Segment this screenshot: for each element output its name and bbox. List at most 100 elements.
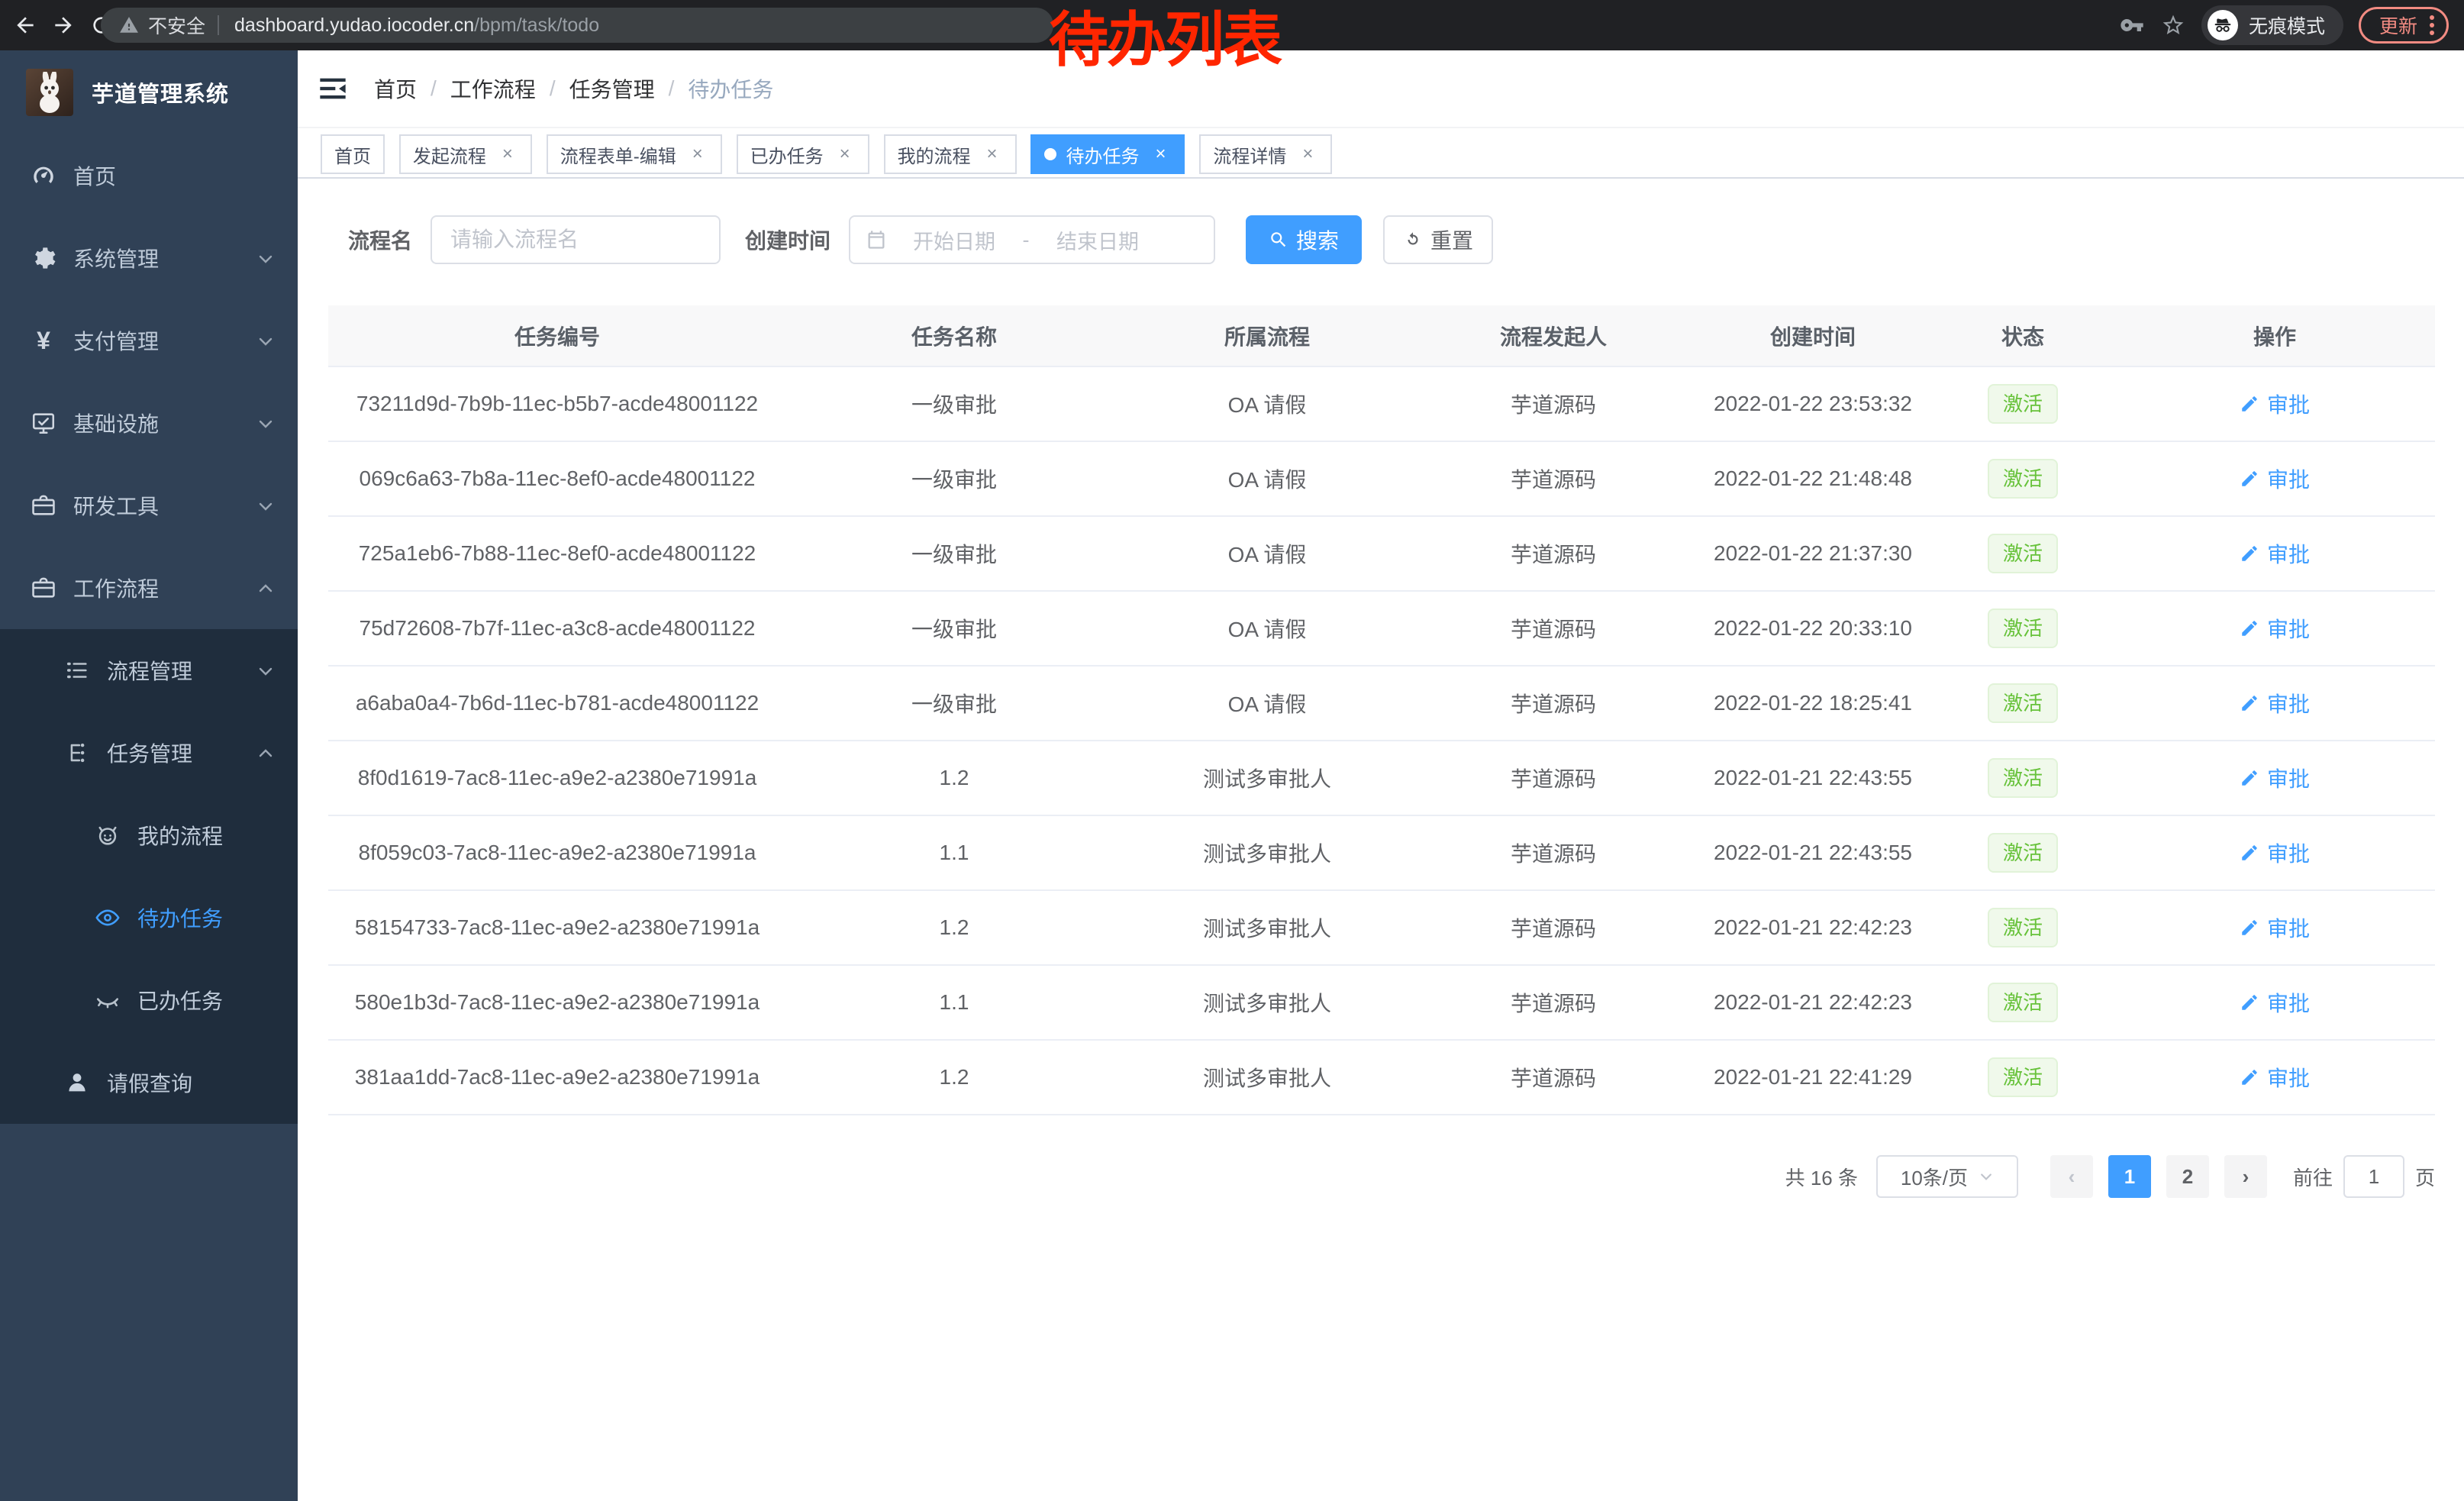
- col-process: 所属流程: [1122, 305, 1412, 367]
- page-button-1[interactable]: 1: [2108, 1155, 2151, 1198]
- cell-starter: 芋道源码: [1412, 666, 1695, 741]
- sidebar-item-label: 流程管理: [107, 660, 193, 683]
- chevron-down-icon: [1981, 1173, 1992, 1180]
- sidebar-item-my-process[interactable]: 我的流程: [0, 794, 298, 876]
- logo-row[interactable]: 芋道管理系统: [0, 50, 298, 134]
- sidebar-item-done-tasks[interactable]: 已办任务: [0, 959, 298, 1041]
- eye-icon: [95, 905, 121, 931]
- cell-created: 2022-01-22 20:33:10: [1695, 591, 1931, 667]
- approve-link[interactable]: 审批: [2240, 912, 2310, 943]
- breadcrumb-task-mgmt[interactable]: 任务管理: [569, 78, 655, 102]
- update-button[interactable]: 更新: [2358, 7, 2449, 44]
- tags-view-bar: 首页 发起流程 × 流程表单-编辑 × 已办任务 × 我的流程 × 待办任务 × 流程详情…: [298, 127, 2464, 179]
- table-row: 8f0d1619-7ac8-11ec-a9e2-a2380e71991a 1.2…: [328, 741, 2435, 816]
- cell-created: 2022-01-22 18:25:41: [1695, 666, 1931, 741]
- date-range-picker[interactable]: 开始日期 - 结束日期: [849, 215, 1216, 264]
- sidebar-item-dev-tools[interactable]: 研发工具: [0, 464, 298, 547]
- incognito-label: 无痕模式: [2248, 16, 2325, 37]
- warning-icon: [119, 15, 139, 35]
- col-created: 创建时间: [1695, 305, 1931, 367]
- table-row: 8f059c03-7ac8-11ec-a9e2-a2380e71991a 1.1…: [328, 815, 2435, 891]
- back-icon[interactable]: [12, 12, 38, 38]
- page-button-2[interactable]: 2: [2166, 1155, 2209, 1198]
- search-button[interactable]: 搜索: [1246, 215, 1363, 264]
- sidebar-item-system[interactable]: 系统管理: [0, 217, 298, 299]
- table-header-row: 任务编号 任务名称 所属流程 流程发起人 创建时间 状态 操作: [328, 305, 2435, 367]
- url-path: /bpm/task/todo: [474, 14, 600, 36]
- refresh-icon: [1408, 232, 1418, 245]
- cell-process: OA 请假: [1122, 591, 1412, 667]
- tab-home[interactable]: 首页: [321, 134, 385, 174]
- sidebar-collapse-icon[interactable]: [318, 73, 348, 104]
- next-page-button[interactable]: ›: [2224, 1155, 2267, 1198]
- cell-task-id: 725a1eb6-7b88-11ec-8ef0-acde48001122: [328, 516, 786, 592]
- process-name-input[interactable]: [431, 215, 721, 264]
- sidebar-item-infrastructure[interactable]: 基础设施: [0, 382, 298, 464]
- cell-task-id: 58154733-7ac8-11ec-a9e2-a2380e71991a: [328, 890, 786, 966]
- approve-link[interactable]: 审批: [2240, 389, 2310, 419]
- status-badge: 激活: [1987, 534, 2058, 573]
- key-icon[interactable]: [2119, 12, 2145, 38]
- prev-page-button[interactable]: ‹: [2050, 1155, 2093, 1198]
- close-icon[interactable]: ×: [1302, 144, 1314, 164]
- edit-icon: [2242, 696, 2257, 711]
- more-menu-icon[interactable]: [2430, 15, 2434, 35]
- goto-page-input[interactable]: [2343, 1155, 2404, 1198]
- calendar-icon: [868, 231, 885, 249]
- approve-link[interactable]: 审批: [2240, 1062, 2310, 1093]
- tab-start-process[interactable]: 发起流程 ×: [398, 134, 532, 174]
- approve-link[interactable]: 审批: [2240, 688, 2310, 718]
- sidebar-item-payment[interactable]: ¥ 支付管理: [0, 299, 298, 382]
- start-date-placeholder: 开始日期: [913, 230, 996, 253]
- approve-link[interactable]: 审批: [2240, 463, 2310, 494]
- page-size-select[interactable]: 10条/页: [1875, 1155, 2018, 1198]
- sidebar-item-home[interactable]: 首页: [0, 134, 298, 217]
- close-icon[interactable]: ×: [1155, 144, 1166, 164]
- sidebar-item-leave-query[interactable]: 请假查询: [0, 1041, 298, 1124]
- close-icon[interactable]: ×: [502, 144, 513, 164]
- sidebar-item-process-mgmt[interactable]: 流程管理: [0, 629, 298, 712]
- active-dot: [1044, 148, 1057, 160]
- close-icon[interactable]: ×: [692, 144, 703, 164]
- sidebar-item-label: 首页: [73, 165, 117, 189]
- sidebar-item-workflow[interactable]: 工作流程: [0, 547, 298, 629]
- close-icon[interactable]: ×: [839, 144, 850, 164]
- approve-link[interactable]: 审批: [2240, 838, 2310, 868]
- forward-icon[interactable]: [50, 12, 76, 38]
- cell-process: OA 请假: [1122, 366, 1412, 442]
- sidebar-item-task-mgmt[interactable]: 任务管理: [0, 712, 298, 794]
- close-icon[interactable]: ×: [986, 144, 998, 164]
- approve-link[interactable]: 审批: [2240, 987, 2310, 1018]
- tab-todo-tasks[interactable]: 待办任务 ×: [1030, 134, 1185, 174]
- table-row: 73211d9d-7b9b-11ec-b5b7-acde48001122 一级审…: [328, 366, 2435, 442]
- url-bar[interactable]: 不安全 dashboard.yudao.iocoder.cn/bpm/task/…: [101, 8, 1053, 43]
- breadcrumb-current: 待办任务: [688, 78, 774, 102]
- tab-my-process[interactable]: 我的流程 ×: [883, 134, 1017, 174]
- approve-link[interactable]: 审批: [2240, 613, 2310, 644]
- edit-icon: [2242, 995, 2257, 1010]
- tab-process-detail[interactable]: 流程详情 ×: [1199, 134, 1333, 174]
- search-icon: [1271, 232, 1286, 247]
- content: 流程名 创建时间 开始日期 - 结束日期 搜索 重: [298, 179, 2464, 1198]
- cell-created: 2022-01-21 22:43:55: [1695, 815, 1931, 891]
- breadcrumb-home[interactable]: 首页: [374, 78, 418, 102]
- cell-starter: 芋道源码: [1412, 441, 1695, 517]
- tab-form-edit[interactable]: 流程表单-编辑 ×: [546, 134, 722, 174]
- status-badge: 激活: [1987, 1057, 2058, 1097]
- edit-icon: [2242, 1070, 2257, 1085]
- url-separator: [218, 15, 220, 35]
- approve-link[interactable]: 审批: [2240, 538, 2310, 569]
- col-status: 状态: [1931, 305, 2114, 367]
- edit-icon: [2242, 621, 2257, 636]
- sidebar-item-todo-tasks[interactable]: 待办任务: [0, 876, 298, 959]
- edit-icon: [2242, 471, 2257, 486]
- cell-created: 2022-01-21 22:43:55: [1695, 741, 1931, 816]
- status-badge: 激活: [1987, 459, 2058, 499]
- tab-done-tasks[interactable]: 已办任务 ×: [736, 134, 869, 174]
- cell-starter: 芋道源码: [1412, 1040, 1695, 1115]
- breadcrumb-workflow[interactable]: 工作流程: [450, 78, 536, 102]
- reset-button[interactable]: 重置: [1383, 215, 1494, 264]
- status-badge: 激活: [1987, 608, 2058, 648]
- bookmark-star-icon[interactable]: [2160, 12, 2186, 38]
- approve-link[interactable]: 审批: [2240, 763, 2310, 793]
